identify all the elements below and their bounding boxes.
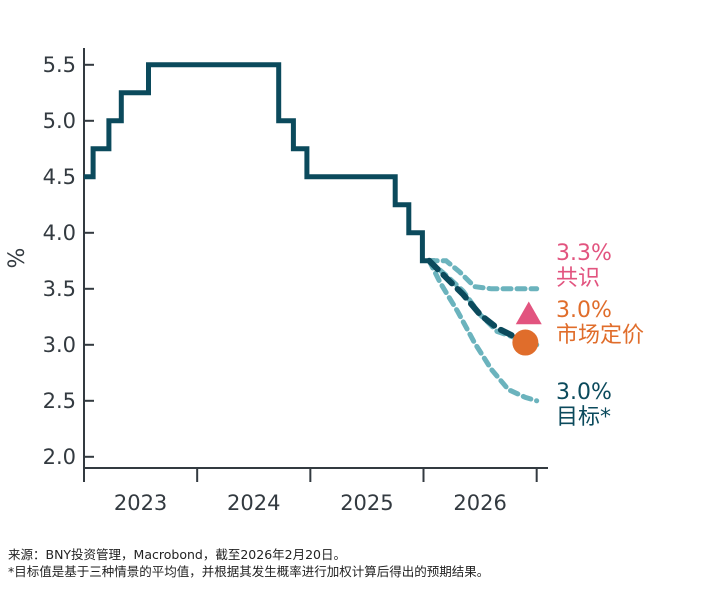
x-tick-label: 2023 <box>114 491 167 515</box>
consensus-value: 3.3% <box>556 241 612 266</box>
y-tick-label: 2.0 <box>43 445 76 469</box>
rate-path-chart: 2.02.53.03.54.04.55.05.5 2023 2024 2025 202… <box>0 0 719 530</box>
y-tick-label: 4.5 <box>43 165 76 189</box>
series-history <box>84 65 435 261</box>
y-axis-label: % <box>5 248 30 269</box>
consensus-label: 共识 <box>556 266 600 291</box>
x-axis: 2023 2024 2025 2026 <box>84 468 548 515</box>
y-tick-label: 2.5 <box>43 389 76 413</box>
y-tick-label: 5.0 <box>43 109 76 133</box>
series-layer <box>84 65 537 401</box>
x-tick-label: 2024 <box>227 491 280 515</box>
market-pricing-marker <box>512 330 538 356</box>
consensus-marker <box>516 302 542 325</box>
y-tick-label: 3.5 <box>43 277 76 301</box>
consensus-annotation: 3.3% 共识 <box>556 241 612 291</box>
marker-layer <box>512 302 541 356</box>
y-tick-label: 4.0 <box>43 221 76 245</box>
y-axis: 2.0 2.5 3.0 3.5 4.0 4.5 5.0 5.5 <box>43 48 94 469</box>
market-pricing-annotation: 3.0% 市场定价 <box>556 298 644 348</box>
target-label: 目标* <box>556 405 611 430</box>
source-note: 来源：BNY投资管理，Macrobond，截至2026年2月20日。 <box>8 546 346 563</box>
target-annotation: 3.0% 目标* <box>556 380 612 430</box>
y-tick-label: 3.0 <box>43 333 76 357</box>
x-tick-label: 2026 <box>453 491 506 515</box>
target-value: 3.0% <box>556 380 612 405</box>
footnote: *目标值是基于三种情景的平均值，并根据其发生概率进行加权计算后得出的预期结果。 <box>8 563 489 580</box>
market-pricing-label: 市场定价 <box>556 323 644 348</box>
market-pricing-value: 3.0% <box>556 298 612 323</box>
x-tick-label: 2025 <box>340 491 393 515</box>
y-tick-label: 5.5 <box>43 53 76 77</box>
